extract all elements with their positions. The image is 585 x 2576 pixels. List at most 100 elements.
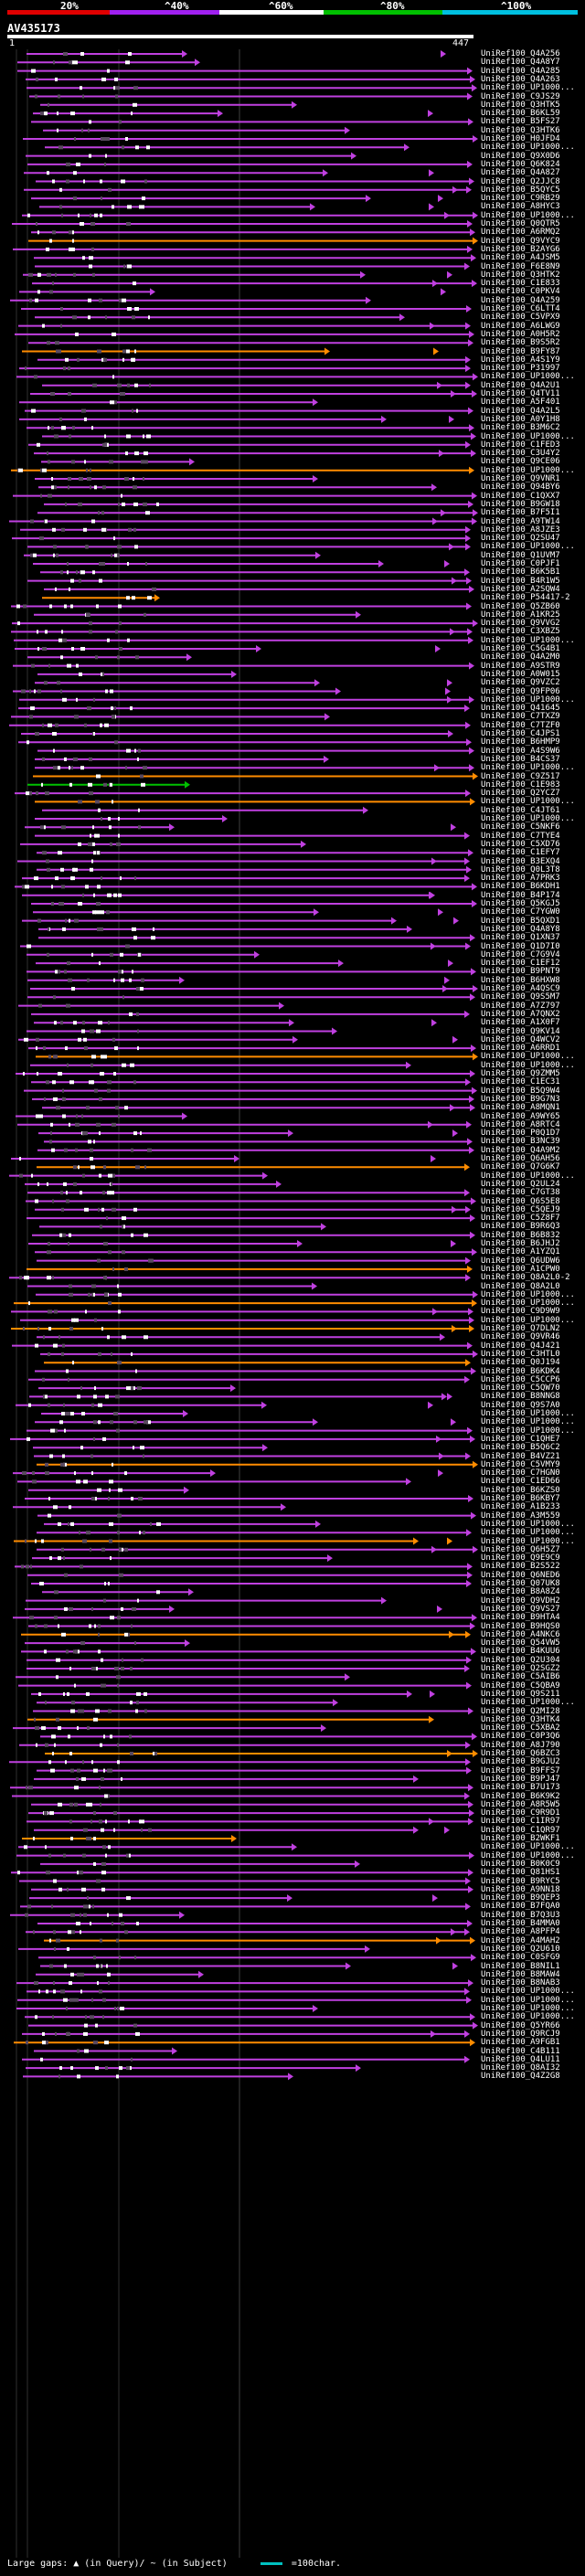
hit-id-link[interactable]: UniRef100_UP1000... <box>481 763 575 773</box>
hit-id-link[interactable]: UniRef100_A8RTC4 <box>481 1119 560 1129</box>
hit-id-link[interactable]: UniRef100_C4B111 <box>481 2046 560 2056</box>
hit-id-link[interactable]: UniRef100_C9Z517 <box>481 771 560 781</box>
hit-id-link[interactable]: UniRef100_Q6S5E8 <box>481 1196 560 1206</box>
hit-id-link[interactable]: UniRef100_UP1000... <box>481 1315 575 1325</box>
hit-id-link[interactable]: UniRef100_B9GJU2 <box>481 1757 560 1767</box>
hit-id-link[interactable]: UniRef100_UP1000... <box>481 2012 575 2022</box>
hit-id-link[interactable]: UniRef100_C7G9V4 <box>481 949 560 959</box>
hit-id-link[interactable]: UniRef100_Q3HTK2 <box>481 270 560 280</box>
hit-id-link[interactable]: UniRef100_Q3HTK4 <box>481 1714 560 1724</box>
hit-id-link[interactable]: UniRef100_Q2JJC8 <box>481 176 560 186</box>
hit-id-link[interactable]: UniRef100_B4KUU6 <box>481 1647 560 1657</box>
hit-id-link[interactable]: UniRef100_B2S522 <box>481 1562 560 1572</box>
hit-id-link[interactable]: UniRef100_B9HTA4 <box>481 1613 560 1623</box>
hit-id-link[interactable]: UniRef100_A4NKC6 <box>481 1629 560 1639</box>
hit-id-link[interactable]: UniRef100_A9NN18 <box>481 1884 560 1894</box>
hit-id-link[interactable]: UniRef100_B3EXQ4 <box>481 856 560 866</box>
hit-id-link[interactable]: UniRef100_P54417-2 <box>481 593 570 603</box>
hit-id-link[interactable]: UniRef100_B9PNT9 <box>481 967 560 977</box>
hit-id-link[interactable]: UniRef100_Q8A2L0-2 <box>481 1273 570 1283</box>
hit-id-link[interactable]: UniRef100_Q9FP06 <box>481 686 560 696</box>
hit-id-link[interactable]: UniRef100_B9S5R2 <box>481 338 560 348</box>
hit-id-link[interactable]: UniRef100_Q94BY6 <box>481 482 560 493</box>
hit-id-link[interactable]: UniRef100_Q5ZB60 <box>481 601 560 611</box>
hit-id-link[interactable]: UniRef100_Q6K824 <box>481 159 560 169</box>
hit-id-link[interactable]: UniRef100_C1EC31 <box>481 1077 560 1087</box>
hit-id-link[interactable]: UniRef100_A8PFP4 <box>481 1927 560 1937</box>
hit-id-link[interactable]: UniRef100_C1E983 <box>481 779 560 790</box>
hit-id-link[interactable]: UniRef100_UP1000... <box>481 1409 575 1418</box>
hit-id-link[interactable]: UniRef100_C5NKF6 <box>481 822 560 832</box>
hit-id-link[interactable]: UniRef100_B3M6C2 <box>481 423 560 433</box>
hit-id-link[interactable]: UniRef100_B9QEP3 <box>481 1893 560 1903</box>
hit-id-link[interactable]: UniRef100_B6B832 <box>481 1230 560 1240</box>
hit-id-link[interactable]: UniRef100_B0K0C9 <box>481 1859 560 1869</box>
hit-id-link[interactable]: UniRef100_Q4A259 <box>481 295 560 305</box>
hit-id-link[interactable]: UniRef100_B8MAW4 <box>481 1969 560 1979</box>
hit-id-link[interactable]: UniRef100_B6K9K2 <box>481 1791 560 1801</box>
hit-id-link[interactable]: UniRef100_UP1000... <box>481 1528 575 1538</box>
hit-id-link[interactable]: UniRef100_B8NAB3 <box>481 1978 560 1988</box>
hit-id-link[interactable]: UniRef100_UP1000... <box>481 1519 575 1529</box>
hit-id-link[interactable]: UniRef100_A8HYC3 <box>481 202 560 212</box>
hit-id-link[interactable]: UniRef100_Q9VVG2 <box>481 619 560 629</box>
hit-id-link[interactable]: UniRef100_C7TYE4 <box>481 831 560 841</box>
hit-id-link[interactable]: UniRef100_UP1000... <box>481 1299 575 1309</box>
hit-id-link[interactable]: UniRef100_UP1000... <box>481 143 575 153</box>
hit-id-link[interactable]: UniRef100_C5QW70 <box>481 1383 560 1394</box>
hit-id-link[interactable]: UniRef100_Q9RCJ9 <box>481 2029 560 2039</box>
hit-id-link[interactable]: UniRef100_B6KL59 <box>481 109 560 119</box>
hit-id-link[interactable]: UniRef100_UP1000... <box>481 797 575 807</box>
hit-id-link[interactable]: UniRef100_B4R1W5 <box>481 576 560 586</box>
hit-id-link[interactable]: UniRef100_A4MAH2 <box>481 1935 560 1945</box>
hit-id-link[interactable]: UniRef100_C5QEJ9 <box>481 1204 560 1214</box>
hit-id-link[interactable]: UniRef100_UP1000... <box>481 1987 575 1997</box>
hit-id-link[interactable]: UniRef100_C7TZF0 <box>481 720 560 730</box>
hit-id-link[interactable]: UniRef100_Q54VW5 <box>481 1638 560 1648</box>
hit-id-link[interactable]: UniRef100_Q9S7A0 <box>481 1400 560 1410</box>
hit-id-link[interactable]: UniRef100_B6HMP9 <box>481 737 560 747</box>
hit-id-link[interactable]: UniRef100_B9R6Q3 <box>481 1222 560 1232</box>
hit-id-link[interactable]: UniRef100_C7GT38 <box>481 1188 560 1198</box>
hit-id-link[interactable]: UniRef100_Q9KV14 <box>481 1026 560 1036</box>
hit-id-link[interactable]: UniRef100_UP1000... <box>481 465 575 475</box>
hit-id-link[interactable]: UniRef100_B9FFS7 <box>481 1765 560 1776</box>
hit-id-link[interactable]: UniRef100_Q9X0D6 <box>481 151 560 161</box>
hit-id-link[interactable]: UniRef100_A0H5R2 <box>481 329 560 339</box>
hit-id-link[interactable]: UniRef100_Q0L3T8 <box>481 864 560 875</box>
hit-id-link[interactable]: UniRef100_C5Z8F7 <box>481 1214 560 1224</box>
hit-id-link[interactable]: UniRef100_B7U173 <box>481 1783 560 1793</box>
hit-id-link[interactable]: UniRef100_A6LWG9 <box>481 321 560 331</box>
hit-id-link[interactable]: UniRef100_UP1000... <box>481 210 575 220</box>
hit-id-link[interactable]: UniRef100_C5AIB6 <box>481 1672 560 1682</box>
hit-id-link[interactable]: UniRef100_A8JZE3 <box>481 525 560 535</box>
hit-id-link[interactable]: UniRef100_B4CS37 <box>481 754 560 764</box>
hit-id-link[interactable]: UniRef100_Q0QTR5 <box>481 219 560 228</box>
hit-id-link[interactable]: UniRef100_A9WY65 <box>481 1111 560 1121</box>
hit-id-link[interactable]: UniRef100_C0SFG9 <box>481 1953 560 1963</box>
hit-id-link[interactable]: UniRef100_C3HTL0 <box>481 1349 560 1359</box>
hit-id-link[interactable]: UniRef100_UP1000... <box>481 1060 575 1070</box>
hit-id-link[interactable]: UniRef100_Q4A285 <box>481 66 560 76</box>
hit-id-link[interactable]: UniRef100_C4JT61 <box>481 805 560 815</box>
hit-id-link[interactable]: UniRef100_B7F5I1 <box>481 508 560 518</box>
hit-id-link[interactable]: UniRef100_A4JSM5 <box>481 253 560 263</box>
hit-id-link[interactable]: UniRef100_B6K5B1 <box>481 567 560 578</box>
hit-id-link[interactable]: UniRef100_C0PJF1 <box>481 559 560 568</box>
hit-id-link[interactable]: UniRef100_A9STR9 <box>481 661 560 671</box>
hit-id-link[interactable]: UniRef100_Q4A2M0 <box>481 652 560 663</box>
hit-id-link[interactable]: UniRef100_B4VZ21 <box>481 1451 560 1461</box>
hit-id-link[interactable]: UniRef100_B4MMA0 <box>481 1919 560 1928</box>
hit-id-link[interactable]: UniRef100_C1ED66 <box>481 1477 560 1487</box>
hit-id-link[interactable]: UniRef100_C7YGW0 <box>481 907 560 917</box>
hit-id-link[interactable]: UniRef100_Q4A256 <box>481 49 560 58</box>
hit-id-link[interactable]: UniRef100_A4S1Y9 <box>481 355 560 365</box>
hit-id-link[interactable]: UniRef100_B4P174 <box>481 890 560 900</box>
hit-id-link[interactable]: UniRef100_C5G4B1 <box>481 644 560 653</box>
hit-id-link[interactable]: UniRef100_Q1XN37 <box>481 933 560 943</box>
hit-id-link[interactable]: UniRef100_UP1000... <box>481 431 575 441</box>
hit-id-link[interactable]: UniRef100_A1B233 <box>481 1502 560 1512</box>
hit-id-link[interactable]: UniRef100_C5QBA9 <box>481 1680 560 1691</box>
hit-id-link[interactable]: UniRef100_P0Q1D7 <box>481 1129 560 1139</box>
hit-id-link[interactable]: UniRef100_Q4J421 <box>481 1341 560 1351</box>
